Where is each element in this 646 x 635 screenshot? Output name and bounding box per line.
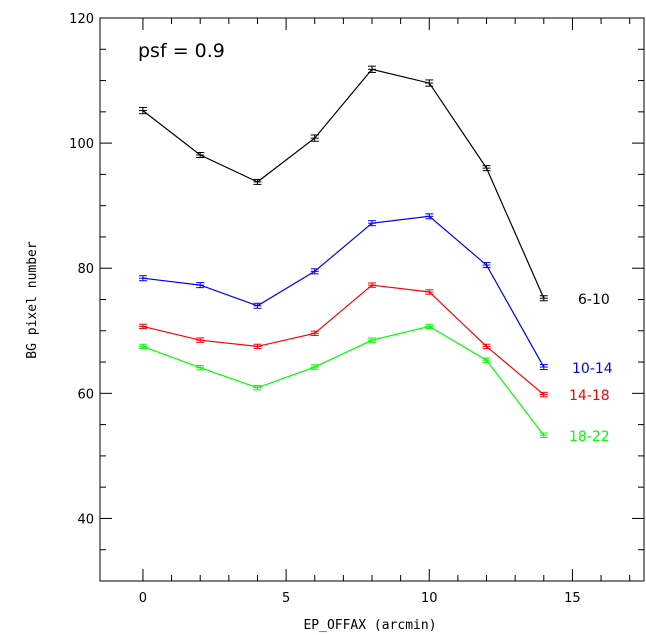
series-10-14 — [138, 213, 548, 371]
plot-frame — [99, 17, 645, 582]
series-group — [138, 65, 548, 438]
series-14-18 — [138, 282, 548, 398]
y-tick-label: 80 — [77, 262, 94, 277]
psf-annotation: psf = 0.9 — [138, 40, 225, 62]
x-tick-label: 15 — [564, 591, 581, 606]
y-tick-label: 120 — [69, 12, 94, 27]
series-18-22 — [138, 323, 548, 438]
series-label: 18-22 — [569, 429, 610, 445]
series-label: 10-14 — [572, 361, 613, 377]
tick-labels: 0 5 10 15 40 60 80 100 120 — [69, 12, 581, 606]
series-line — [142, 68, 545, 299]
x-tick-label: 0 — [139, 591, 147, 606]
series-6-10 — [138, 65, 548, 302]
series-label: 6-10 — [578, 292, 610, 308]
x-tick-label: 10 — [421, 591, 438, 606]
series-label: 14-18 — [569, 388, 610, 404]
y-tick-label: 100 — [69, 137, 94, 152]
series-line — [142, 325, 545, 436]
y-tick-label: 60 — [77, 387, 94, 402]
axis-ticks — [100, 17, 644, 581]
series-labels: 6-10 10-14 14-18 18-22 — [569, 292, 613, 445]
x-axis-label: EP_OFFAX (arcmin) — [303, 618, 436, 633]
y-tick-label: 40 — [77, 512, 94, 527]
x-tick-label: 5 — [282, 591, 290, 606]
series-line — [142, 284, 545, 396]
series-line — [142, 215, 545, 368]
y-axis-label: BG pixel number — [25, 241, 40, 359]
